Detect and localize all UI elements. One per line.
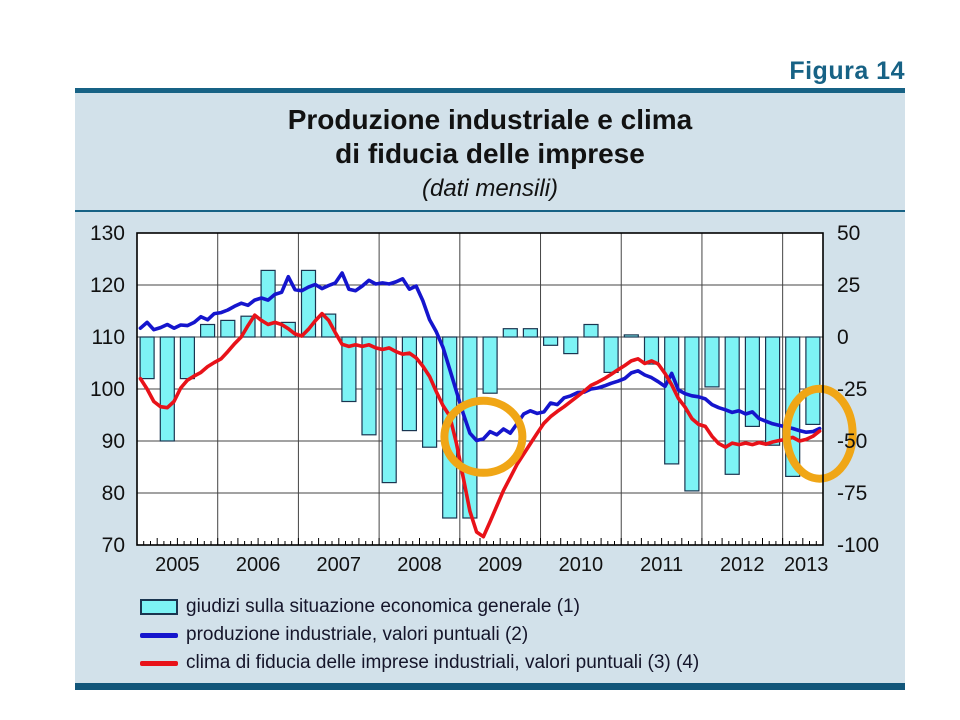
legend-item-production: produzione industriale, valori puntuali … xyxy=(140,621,699,649)
chart-canvas: 130 120 110 100 90 80 70 50 25 0 -25 -50 -75 -100 2005… xyxy=(90,222,879,576)
legend-item-climate: clima di fiducia delle imprese industria… xyxy=(140,649,699,677)
red-line-swatch-icon xyxy=(140,660,178,666)
quarter-bar xyxy=(543,336,559,346)
blue-line-swatch-icon xyxy=(140,632,178,638)
right-axis-tick-label: -75 xyxy=(837,482,867,505)
quarter-bar xyxy=(684,336,700,492)
production-line xyxy=(138,271,822,443)
quarter-bar xyxy=(321,313,337,338)
quarter-bar xyxy=(401,336,417,432)
left-axis-tick-label: 80 xyxy=(102,482,125,505)
quarter-bar xyxy=(643,336,660,365)
quarter-bar xyxy=(704,336,720,388)
quarter-bar xyxy=(724,336,740,475)
left-axis-tick-label: 120 xyxy=(90,274,125,297)
quarter-bar xyxy=(623,334,639,338)
quarter-bar xyxy=(805,336,821,426)
quarter-bar xyxy=(583,323,599,338)
plot-border xyxy=(136,232,824,546)
left-axis-tick-label: 90 xyxy=(102,430,125,453)
quarter-bar xyxy=(744,336,761,428)
right-axis-tick-label: 50 xyxy=(837,222,860,245)
year-tick-label: 2009 xyxy=(478,554,523,576)
quarter-bar xyxy=(603,336,619,374)
quarter-bar xyxy=(764,336,781,446)
left-axis-tick-label: 130 xyxy=(90,222,125,245)
quarter-bar xyxy=(139,336,155,380)
climate-line xyxy=(138,311,822,539)
quarter-bar xyxy=(502,328,518,338)
legend-label: produzione industriale, valori puntuali … xyxy=(186,624,529,645)
year-tick-label: 2006 xyxy=(236,554,281,576)
top-rule xyxy=(75,88,905,93)
left-axis-tick-label: 70 xyxy=(102,534,125,557)
year-tick-label: 2005 xyxy=(155,554,200,576)
right-axis-tick-label: -50 xyxy=(837,430,867,453)
quarter-bar xyxy=(422,336,438,448)
figure-number-label: Figura 14 xyxy=(789,57,905,85)
quarter-bar xyxy=(381,336,397,484)
year-tick-label: 2008 xyxy=(397,554,442,576)
quarter-bar xyxy=(664,336,680,465)
quarter-bar xyxy=(341,336,357,403)
year-tick-label: 2007 xyxy=(317,554,362,576)
annotation-circle xyxy=(782,384,857,483)
chart-subtitle: (dati mensili) xyxy=(421,175,559,202)
chart-legend: giudizi sulla situazione economica gener… xyxy=(140,593,699,677)
bottom-rule xyxy=(75,683,905,690)
chart-title-block: Produzione industriale e clima di fiduci… xyxy=(75,103,905,204)
judgments-bars-series xyxy=(139,269,821,519)
quarter-bar xyxy=(563,336,579,355)
right-axis-labels: 50 25 0 -25 -50 -75 -100 xyxy=(837,222,879,557)
right-axis-tick-label: 25 xyxy=(837,274,860,297)
right-axis-tick-label: -25 xyxy=(837,378,867,401)
annotation-circle xyxy=(440,396,527,477)
quarter-bar xyxy=(482,336,498,394)
year-tick-label: 2013 xyxy=(784,554,829,576)
bar-swatch-icon xyxy=(140,599,178,615)
year-tick-label: 2012 xyxy=(720,554,765,576)
quarter-bar xyxy=(220,319,236,338)
quarter-bar xyxy=(199,323,216,338)
right-axis-tick-label: -100 xyxy=(837,534,879,557)
quarter-bar xyxy=(260,269,276,338)
legend-item-bars: giudizi sulla situazione economica gener… xyxy=(140,593,699,621)
chart-title-line1: Produzione industriale e clima xyxy=(287,104,693,135)
left-axis-labels: 130 120 110 100 90 80 70 xyxy=(90,222,125,557)
legend-label: giudizi sulla situazione economica gener… xyxy=(186,596,580,617)
title-divider-rule xyxy=(75,210,905,212)
quarter-bar xyxy=(361,336,377,436)
quarter-bar xyxy=(179,336,196,380)
quarter-bar xyxy=(159,336,175,442)
left-axis-tick-label: 110 xyxy=(92,326,125,349)
year-axis-labels: 2005 2006 2007 2008 2009 2010 2011 2012 2013 xyxy=(155,554,828,576)
year-tick-label: 2011 xyxy=(640,554,683,576)
chart-area: 130 120 110 100 90 80 70 50 25 0 -25 -50 -75 -100 2005… xyxy=(75,215,905,585)
year-tick-label: 2010 xyxy=(559,554,604,576)
right-axis-tick-label: 0 xyxy=(837,326,849,349)
chart-title-line2: di fiducia delle imprese xyxy=(335,138,645,169)
legend-label: clima di fiducia delle imprese industria… xyxy=(186,652,700,673)
left-axis-tick-label: 100 xyxy=(90,378,125,401)
quarter-bar xyxy=(522,328,538,338)
